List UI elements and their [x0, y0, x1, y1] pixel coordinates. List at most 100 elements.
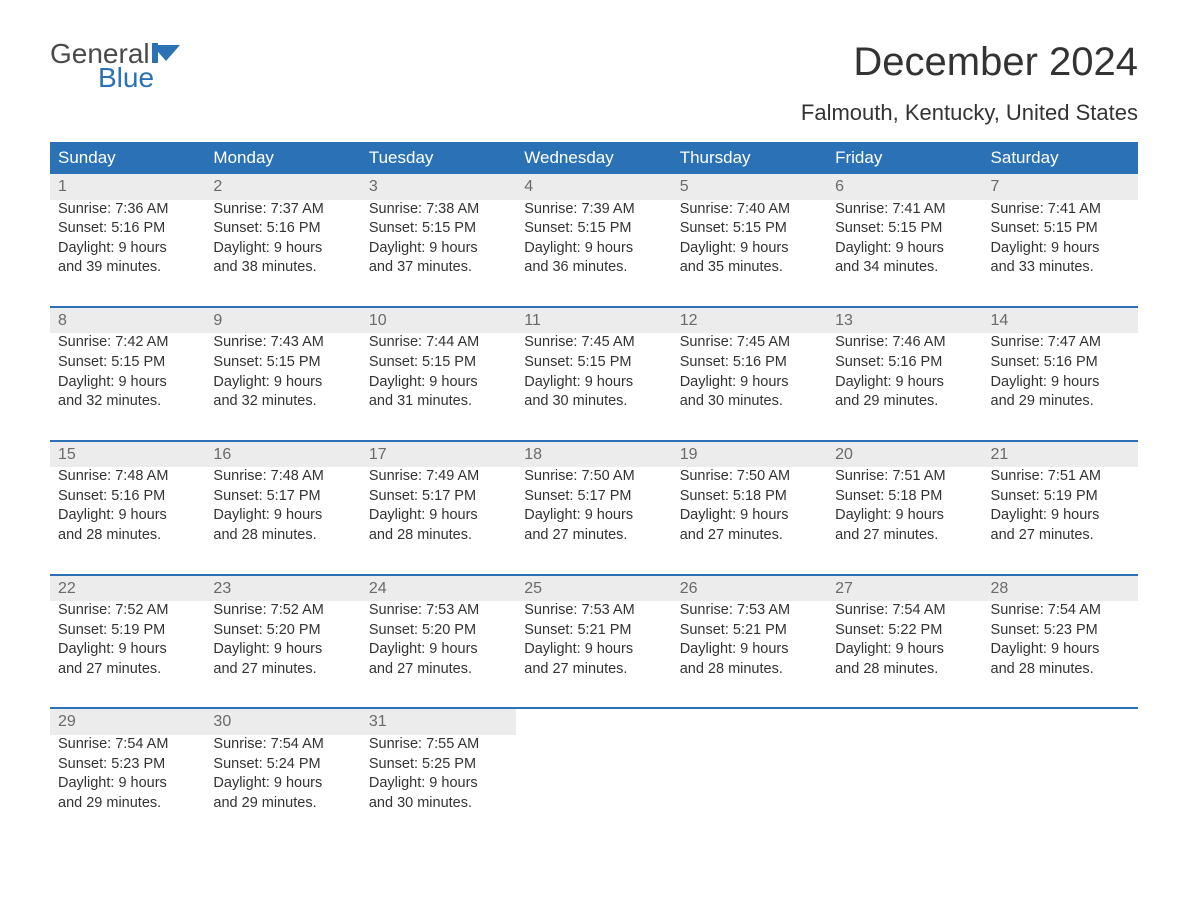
- day-line: Sunset: 5:17 PM: [369, 487, 508, 507]
- day-cell: Sunrise: 7:49 AMSunset: 5:17 PMDaylight:…: [361, 467, 516, 574]
- col-header: Monday: [205, 142, 360, 174]
- day-number: 30: [205, 709, 360, 735]
- day-line: Sunset: 5:16 PM: [58, 219, 197, 239]
- day-line: Sunrise: 7:36 AM: [58, 200, 197, 220]
- day-line: Sunset: 5:17 PM: [213, 487, 352, 507]
- day-cell: Sunrise: 7:53 AMSunset: 5:20 PMDaylight:…: [361, 601, 516, 708]
- day-line: and 27 minutes.: [213, 660, 352, 680]
- day-number-row: 891011121314: [50, 308, 1138, 334]
- day-number: 22: [50, 576, 205, 602]
- day-line: Sunset: 5:24 PM: [213, 755, 352, 775]
- day-cell: Sunrise: 7:40 AMSunset: 5:15 PMDaylight:…: [672, 200, 827, 307]
- day-cell: Sunrise: 7:52 AMSunset: 5:19 PMDaylight:…: [50, 601, 205, 708]
- day-line: Sunrise: 7:45 AM: [524, 333, 663, 353]
- day-cell: Sunrise: 7:46 AMSunset: 5:16 PMDaylight:…: [827, 333, 982, 440]
- day-line: Sunset: 5:15 PM: [680, 219, 819, 239]
- day-line: Sunrise: 7:50 AM: [524, 467, 663, 487]
- day-line: and 36 minutes.: [524, 258, 663, 278]
- day-cell: Sunrise: 7:52 AMSunset: 5:20 PMDaylight:…: [205, 601, 360, 708]
- day-cell: Sunrise: 7:54 AMSunset: 5:24 PMDaylight:…: [205, 735, 360, 841]
- day-line: Sunrise: 7:45 AM: [680, 333, 819, 353]
- day-number: 19: [672, 442, 827, 468]
- day-line: Sunset: 5:15 PM: [835, 219, 974, 239]
- day-number: 15: [50, 442, 205, 468]
- day-line: Daylight: 9 hours: [369, 506, 508, 526]
- day-line: and 30 minutes.: [369, 794, 508, 814]
- day-line: Daylight: 9 hours: [369, 640, 508, 660]
- day-number: 9: [205, 308, 360, 334]
- day-line: Sunrise: 7:43 AM: [213, 333, 352, 353]
- day-cell: Sunrise: 7:53 AMSunset: 5:21 PMDaylight:…: [516, 601, 671, 708]
- day-number: 3: [361, 174, 516, 200]
- day-number: 14: [983, 308, 1138, 334]
- day-number: 11: [516, 308, 671, 334]
- col-header: Saturday: [983, 142, 1138, 174]
- day-line: Sunrise: 7:41 AM: [835, 200, 974, 220]
- day-cell: Sunrise: 7:45 AMSunset: 5:15 PMDaylight:…: [516, 333, 671, 440]
- day-cell: Sunrise: 7:45 AMSunset: 5:16 PMDaylight:…: [672, 333, 827, 440]
- day-line: Sunrise: 7:53 AM: [524, 601, 663, 621]
- day-content-row: Sunrise: 7:36 AMSunset: 5:16 PMDaylight:…: [50, 200, 1138, 307]
- col-header: Tuesday: [361, 142, 516, 174]
- day-number: 6: [827, 174, 982, 200]
- day-line: Daylight: 9 hours: [213, 640, 352, 660]
- day-line: Sunset: 5:17 PM: [524, 487, 663, 507]
- day-line: Sunrise: 7:54 AM: [213, 735, 352, 755]
- day-line: Daylight: 9 hours: [369, 774, 508, 794]
- day-line: Sunset: 5:15 PM: [213, 353, 352, 373]
- day-line: Sunset: 5:18 PM: [680, 487, 819, 507]
- day-line: Sunrise: 7:52 AM: [213, 601, 352, 621]
- day-line: Sunrise: 7:39 AM: [524, 200, 663, 220]
- day-cell: Sunrise: 7:43 AMSunset: 5:15 PMDaylight:…: [205, 333, 360, 440]
- day-number: 1: [50, 174, 205, 200]
- day-line: and 27 minutes.: [524, 526, 663, 546]
- day-line: and 29 minutes.: [991, 392, 1130, 412]
- logo: General Blue: [50, 40, 180, 92]
- day-number: 16: [205, 442, 360, 468]
- day-cell: [672, 735, 827, 841]
- day-number: [827, 709, 982, 735]
- day-cell: [516, 735, 671, 841]
- day-line: and 35 minutes.: [680, 258, 819, 278]
- day-line: Daylight: 9 hours: [991, 239, 1130, 259]
- day-cell: Sunrise: 7:38 AMSunset: 5:15 PMDaylight:…: [361, 200, 516, 307]
- header: General Blue December 2024: [50, 40, 1138, 92]
- day-line: and 38 minutes.: [213, 258, 352, 278]
- day-cell: Sunrise: 7:55 AMSunset: 5:25 PMDaylight:…: [361, 735, 516, 841]
- day-line: Sunrise: 7:40 AM: [680, 200, 819, 220]
- day-line: Sunrise: 7:41 AM: [991, 200, 1130, 220]
- day-line: Sunrise: 7:48 AM: [213, 467, 352, 487]
- day-number: 26: [672, 576, 827, 602]
- day-line: Sunset: 5:16 PM: [213, 219, 352, 239]
- day-cell: Sunrise: 7:54 AMSunset: 5:23 PMDaylight:…: [50, 735, 205, 841]
- page-title: December 2024: [853, 40, 1138, 85]
- day-number: 28: [983, 576, 1138, 602]
- day-number: [672, 709, 827, 735]
- day-line: Sunset: 5:23 PM: [991, 621, 1130, 641]
- day-line: Daylight: 9 hours: [835, 506, 974, 526]
- day-number-row: 22232425262728: [50, 576, 1138, 602]
- day-number: [983, 709, 1138, 735]
- day-number: 27: [827, 576, 982, 602]
- day-line: and 30 minutes.: [524, 392, 663, 412]
- day-line: Sunset: 5:21 PM: [680, 621, 819, 641]
- day-line: and 27 minutes.: [524, 660, 663, 680]
- day-line: Daylight: 9 hours: [58, 373, 197, 393]
- day-line: Sunset: 5:16 PM: [58, 487, 197, 507]
- day-line: and 28 minutes.: [680, 660, 819, 680]
- day-line: Daylight: 9 hours: [680, 239, 819, 259]
- day-line: Daylight: 9 hours: [835, 373, 974, 393]
- day-number: 31: [361, 709, 516, 735]
- day-line: Sunset: 5:22 PM: [835, 621, 974, 641]
- day-content-row: Sunrise: 7:42 AMSunset: 5:15 PMDaylight:…: [50, 333, 1138, 440]
- day-line: Sunrise: 7:37 AM: [213, 200, 352, 220]
- day-line: Sunset: 5:16 PM: [835, 353, 974, 373]
- day-line: and 39 minutes.: [58, 258, 197, 278]
- calendar-header-row: Sunday Monday Tuesday Wednesday Thursday…: [50, 142, 1138, 174]
- day-cell: Sunrise: 7:37 AMSunset: 5:16 PMDaylight:…: [205, 200, 360, 307]
- day-line: and 27 minutes.: [680, 526, 819, 546]
- day-cell: Sunrise: 7:41 AMSunset: 5:15 PMDaylight:…: [983, 200, 1138, 307]
- day-line: Sunrise: 7:49 AM: [369, 467, 508, 487]
- day-line: Daylight: 9 hours: [680, 506, 819, 526]
- day-line: Sunset: 5:15 PM: [369, 353, 508, 373]
